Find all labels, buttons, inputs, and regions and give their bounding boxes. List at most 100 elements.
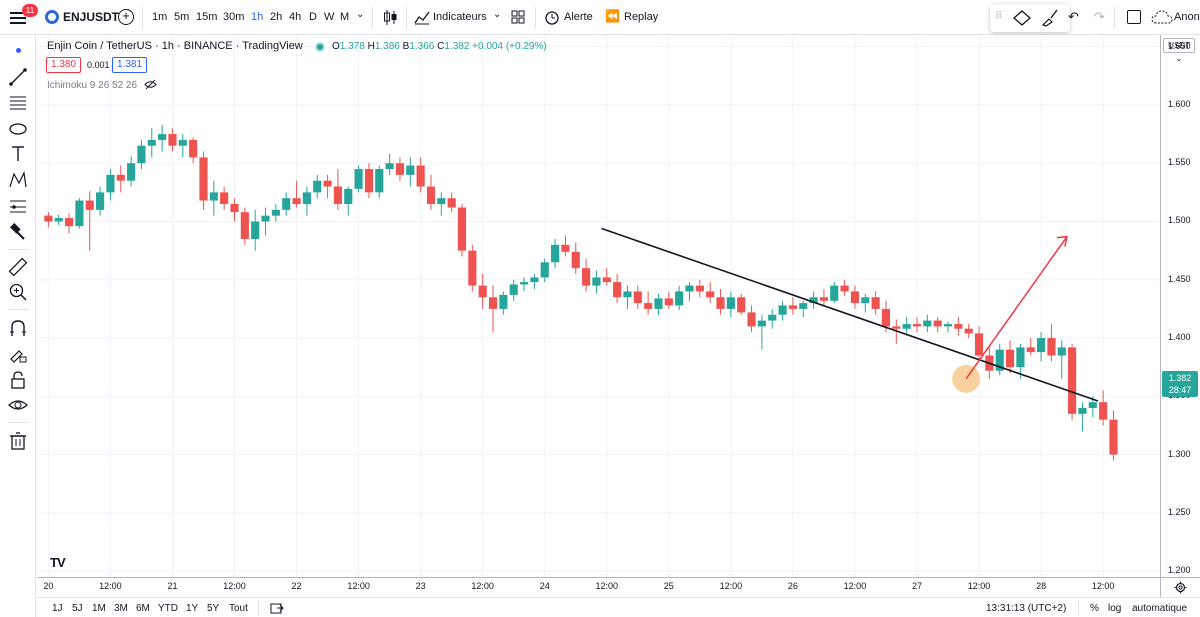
trend-line-tool-icon[interactable] [8, 67, 28, 87]
time-tick-label: 25 [663, 581, 674, 591]
toolbar-divider [142, 7, 143, 28]
price-tick-label: 1.550 [1168, 157, 1191, 168]
price-chart[interactable] [37, 35, 1160, 577]
candle-body [313, 180, 322, 193]
replay-button[interactable]: Replay [624, 11, 659, 23]
indicator-legend[interactable]: Ichimoku 9 26 52 26 [47, 79, 157, 91]
templates-grid-icon[interactable] [511, 10, 525, 24]
price-axis[interactable] [1160, 35, 1200, 577]
drag-handle-icon[interactable]: ⠿ [995, 11, 1003, 22]
indicators-icon[interactable] [414, 9, 430, 25]
timeframe-4h[interactable]: 4h [289, 11, 302, 23]
candlestick-series [44, 124, 1118, 461]
candle-body [737, 297, 746, 313]
candle-body [85, 200, 94, 210]
candle-body [768, 314, 777, 321]
range-1d[interactable]: 1J [52, 603, 63, 614]
candle-body [116, 174, 125, 181]
high-label: H [367, 41, 375, 52]
fullscreen-square-icon[interactable] [1127, 10, 1141, 24]
settings-gear-icon[interactable] [1174, 581, 1187, 594]
stay-in-drawing-mode-icon[interactable] [8, 344, 28, 364]
pattern-tool-icon[interactable] [8, 170, 28, 190]
compare-symbol-button[interactable]: + [118, 9, 134, 25]
candle-body [850, 291, 860, 304]
timeframe-1m[interactable]: 1m [152, 11, 168, 23]
redo-icon[interactable]: ↷ [1094, 9, 1105, 24]
range-1y[interactable]: 1Y [186, 603, 199, 614]
range-6m[interactable]: 6M [136, 603, 150, 614]
timeframe-dropdown-chevron-icon[interactable]: ⌄ [356, 9, 365, 20]
log-scale-toggle[interactable]: log [1108, 603, 1122, 614]
range-5y[interactable]: 5Y [207, 603, 220, 614]
candle-body [923, 320, 932, 327]
indicator-hidden-eye-icon[interactable] [144, 79, 157, 90]
toolbar-divider [1078, 600, 1079, 615]
candle-body [251, 221, 260, 239]
timeframe-30m[interactable]: 30m [223, 11, 245, 23]
close-value: 1.382 [444, 41, 470, 52]
indicators-button[interactable]: Indicateurs [433, 11, 487, 23]
replay-rewind-icon[interactable]: ⏪ [605, 9, 620, 23]
cursor-dot-icon[interactable] [16, 48, 21, 53]
magnet-icon[interactable] [8, 318, 28, 338]
percent-scale-toggle[interactable]: % [1090, 603, 1099, 614]
prediction-tool-icon[interactable] [8, 196, 28, 216]
undo-icon[interactable]: ↶ [1068, 9, 1079, 24]
candle-body [416, 165, 425, 187]
range-3m[interactable]: 3M [114, 603, 128, 614]
hammer-tool-icon[interactable] [8, 222, 28, 242]
candle-body [633, 291, 642, 304]
timeframe-w[interactable]: W [324, 11, 335, 23]
candle-body [757, 320, 766, 327]
currency-selector[interactable]: USDT ⌄ [1163, 38, 1195, 63]
clock-timezone[interactable]: 13:31:13 (UTC+2) [986, 603, 1067, 614]
toolbar-divider [258, 600, 259, 615]
auto-scale-toggle[interactable]: automatique [1132, 603, 1188, 614]
ruler-icon[interactable] [8, 257, 28, 277]
sell-price-button[interactable]: 1.380 [46, 57, 82, 73]
shape-tool-icon[interactable] [1012, 9, 1032, 27]
alert-clock-icon[interactable] [544, 9, 560, 25]
price-tick-label: 1.200 [1168, 565, 1191, 576]
shapes-tool-icon[interactable] [8, 119, 28, 139]
buy-price-button[interactable]: 1.381 [112, 57, 148, 73]
candles-chart-type-icon[interactable] [382, 9, 398, 26]
time-tick-label: 26 [787, 581, 798, 591]
menu-bar [10, 12, 26, 14]
range-1m[interactable]: 1M [92, 603, 106, 614]
account-name[interactable]: Anony [1174, 11, 1200, 23]
indicators-dropdown-chevron-icon[interactable]: ⌄ [493, 9, 502, 20]
time-axis[interactable] [37, 577, 1160, 597]
lock-icon[interactable] [8, 370, 28, 390]
alert-button[interactable]: Alerte [564, 11, 593, 23]
zoom-in-icon[interactable] [8, 282, 28, 302]
time-tick-label: 12:00 [347, 581, 370, 591]
cloud-icon[interactable] [1151, 10, 1173, 24]
range-all[interactable]: Tout [229, 603, 248, 614]
timeframe-15m[interactable]: 15m [196, 11, 218, 23]
timeframe-d[interactable]: D [309, 11, 317, 23]
timeframe-m[interactable]: M [340, 11, 350, 23]
hide-eye-icon[interactable] [8, 395, 28, 415]
trash-icon[interactable] [8, 431, 28, 451]
toolbar-divider [8, 422, 28, 423]
chart-legend-title[interactable]: Enjin Coin / TetherUS · 1h · BINANCE · T… [47, 40, 303, 52]
time-tick-label: 24 [539, 581, 550, 591]
candle-body [933, 320, 942, 327]
timeframe-5m[interactable]: 5m [174, 11, 190, 23]
descending-trendline [601, 227, 1099, 402]
menu-button[interactable]: 11 [8, 4, 38, 28]
range-ytd[interactable]: YTD [158, 603, 178, 614]
text-tool-icon[interactable] [8, 144, 28, 164]
timeframe-2h[interactable]: 2h [270, 11, 283, 23]
low-value: 1.366 [409, 41, 435, 52]
brush-tool-icon[interactable] [1040, 8, 1060, 28]
symbol-search-button[interactable]: ENJUSDT [63, 10, 120, 24]
goto-date-icon[interactable] [270, 602, 284, 614]
timeframe-1h[interactable]: 1h [251, 11, 264, 23]
price-tick-label: 1.400 [1168, 332, 1191, 343]
fib-retracement-tool-icon[interactable] [8, 93, 28, 113]
range-5d[interactable]: 5J [72, 603, 83, 614]
candle-body [385, 163, 394, 170]
